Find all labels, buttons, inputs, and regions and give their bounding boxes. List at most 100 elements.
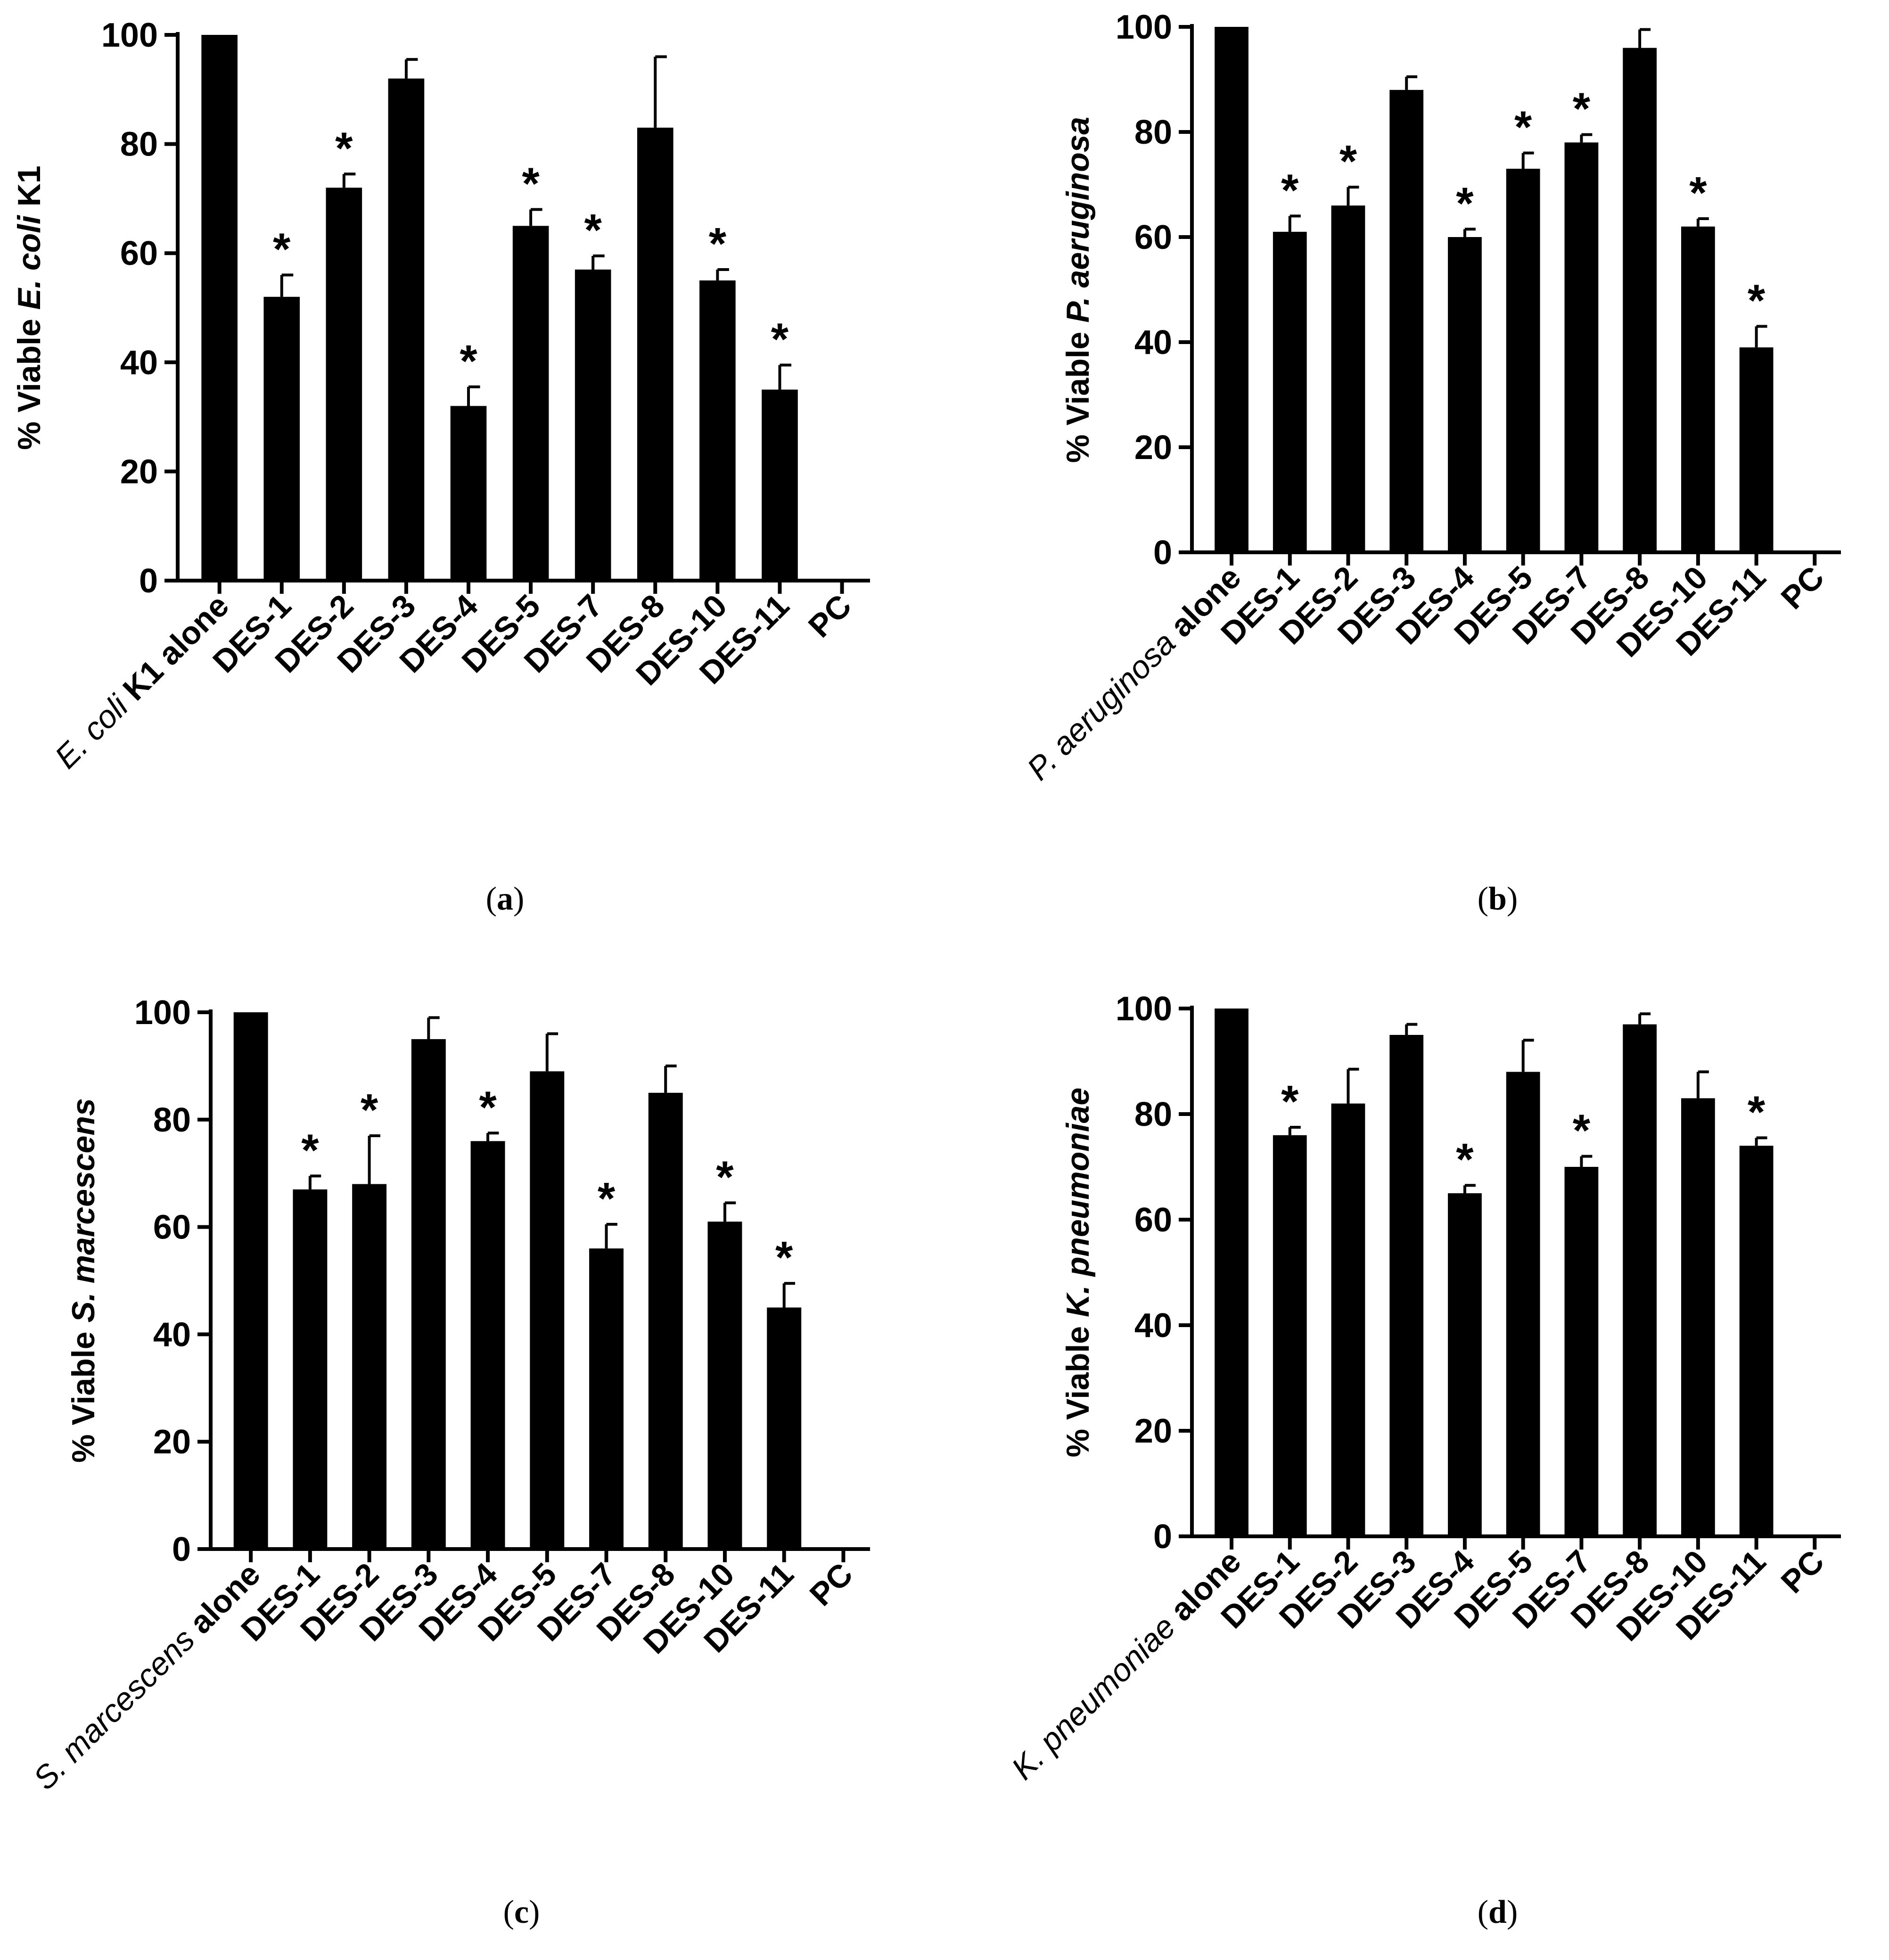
bar (411, 1039, 446, 1549)
bar (1506, 169, 1540, 552)
significance-marker: * (771, 314, 789, 365)
y-tick-label: 100 (1116, 8, 1172, 46)
bar (530, 1071, 565, 1549)
bar (1623, 48, 1657, 553)
bar (648, 1092, 683, 1549)
significance-marker: * (479, 1082, 497, 1132)
x-tick-label: PC (1774, 559, 1831, 616)
y-tick-label: 40 (153, 1316, 191, 1353)
bar (450, 406, 487, 581)
x-tick-label: PC (803, 1556, 860, 1613)
chart-panel: 0 20 40 60 80 100 % Viable S. marcescens S. mar… (26, 994, 870, 1930)
y-tick-label: 0 (139, 562, 158, 600)
significance-marker: * (1514, 102, 1532, 153)
bar (1389, 90, 1424, 553)
y-tick-label: 40 (1134, 1307, 1172, 1345)
bar (293, 1189, 328, 1549)
significance-marker: * (301, 1125, 319, 1175)
bar (1564, 142, 1599, 552)
bar (201, 35, 238, 581)
bar (1681, 1098, 1715, 1536)
chart-panel: 0 20 40 60 80 100 % Viable P. aeruginosa P. aer… (1020, 8, 1841, 917)
y-tick-label: 20 (1134, 429, 1172, 467)
bar (767, 1307, 802, 1549)
significance-marker: * (460, 336, 477, 386)
significance-marker: * (273, 224, 291, 275)
significance-marker: * (361, 1085, 378, 1135)
y-tick-label: 80 (1134, 114, 1172, 151)
y-tick-label: 80 (1134, 1096, 1172, 1133)
y-axis-label: % Viable E. coli K1 (11, 165, 47, 450)
x-tick-label: K. pneumoniae alone (1005, 1543, 1248, 1787)
bar (1215, 1009, 1248, 1536)
bar (1506, 1072, 1540, 1536)
y-axis-label: % Viable K. pneumoniae (1060, 1088, 1096, 1458)
bar (707, 1222, 742, 1549)
y-tick-label: 80 (153, 1101, 191, 1139)
x-tick-label: PC (802, 588, 859, 645)
significance-marker: * (522, 159, 540, 209)
panel-label: (c) (503, 1894, 540, 1930)
y-tick-label: 40 (1134, 324, 1172, 361)
y-tick-label: 100 (101, 16, 158, 54)
significance-marker: * (1748, 276, 1766, 326)
significance-marker: * (1281, 1076, 1299, 1127)
x-tick-label: P. aeruginosa alone (1020, 559, 1248, 787)
x-tick-label: PC (1774, 1543, 1831, 1600)
bar (762, 389, 798, 581)
panel-label: (a) (486, 881, 525, 917)
bar (1448, 237, 1482, 552)
bar (699, 280, 736, 581)
y-tick-label: 80 (120, 126, 158, 164)
y-axis-label: % Viable S. marcescens (66, 1098, 101, 1463)
bar (589, 1248, 624, 1549)
panel-label: (d) (1478, 1894, 1518, 1930)
y-tick-label: 60 (1134, 1201, 1172, 1239)
bar (1564, 1167, 1599, 1536)
bar (470, 1141, 505, 1549)
bar (263, 296, 300, 581)
bar (233, 1012, 268, 1549)
bar (352, 1184, 387, 1549)
significance-marker: * (584, 205, 602, 255)
y-tick-label: 0 (172, 1531, 191, 1568)
bar (1739, 347, 1774, 552)
bar (1331, 1103, 1365, 1536)
panel-label: (b) (1478, 881, 1518, 917)
y-tick-label: 40 (120, 344, 158, 382)
bar (1623, 1024, 1657, 1536)
significance-marker: * (1339, 136, 1357, 187)
bar (388, 78, 425, 581)
significance-marker: * (709, 219, 727, 269)
significance-marker: * (1748, 1087, 1766, 1137)
bar (1681, 226, 1715, 552)
bar (512, 226, 549, 581)
significance-marker: * (1573, 1106, 1591, 1156)
significance-marker: * (335, 123, 353, 173)
bar (1389, 1035, 1424, 1536)
x-tick-label: S. marcescens alone (26, 1556, 267, 1797)
bar (1273, 231, 1307, 553)
y-tick-label: 60 (153, 1209, 191, 1247)
significance-marker: * (775, 1232, 793, 1283)
y-tick-label: 100 (1116, 990, 1172, 1028)
bar (575, 269, 611, 581)
significance-marker: * (1456, 178, 1474, 229)
significance-marker: * (1689, 168, 1707, 218)
y-tick-label: 20 (120, 453, 158, 491)
x-tick-label: E. coli K1 alone (48, 588, 236, 775)
y-tick-label: 60 (1134, 219, 1172, 256)
bar (1448, 1193, 1482, 1536)
significance-marker: * (1456, 1134, 1474, 1185)
bar (1331, 205, 1365, 553)
y-tick-label: 20 (153, 1423, 191, 1461)
bar (1739, 1146, 1774, 1536)
chart-panel: 0 20 40 60 80 100 % Viable K. pneumoniae K. pne… (1005, 990, 1841, 1930)
bar (1215, 27, 1248, 552)
significance-marker: * (1573, 84, 1591, 134)
bar (1273, 1135, 1307, 1536)
y-tick-label: 0 (1153, 534, 1172, 572)
chart-panel: 0 20 40 60 80 100 % Viable E. coli K1 E. coli K… (11, 16, 870, 917)
significance-marker: * (1281, 165, 1299, 215)
